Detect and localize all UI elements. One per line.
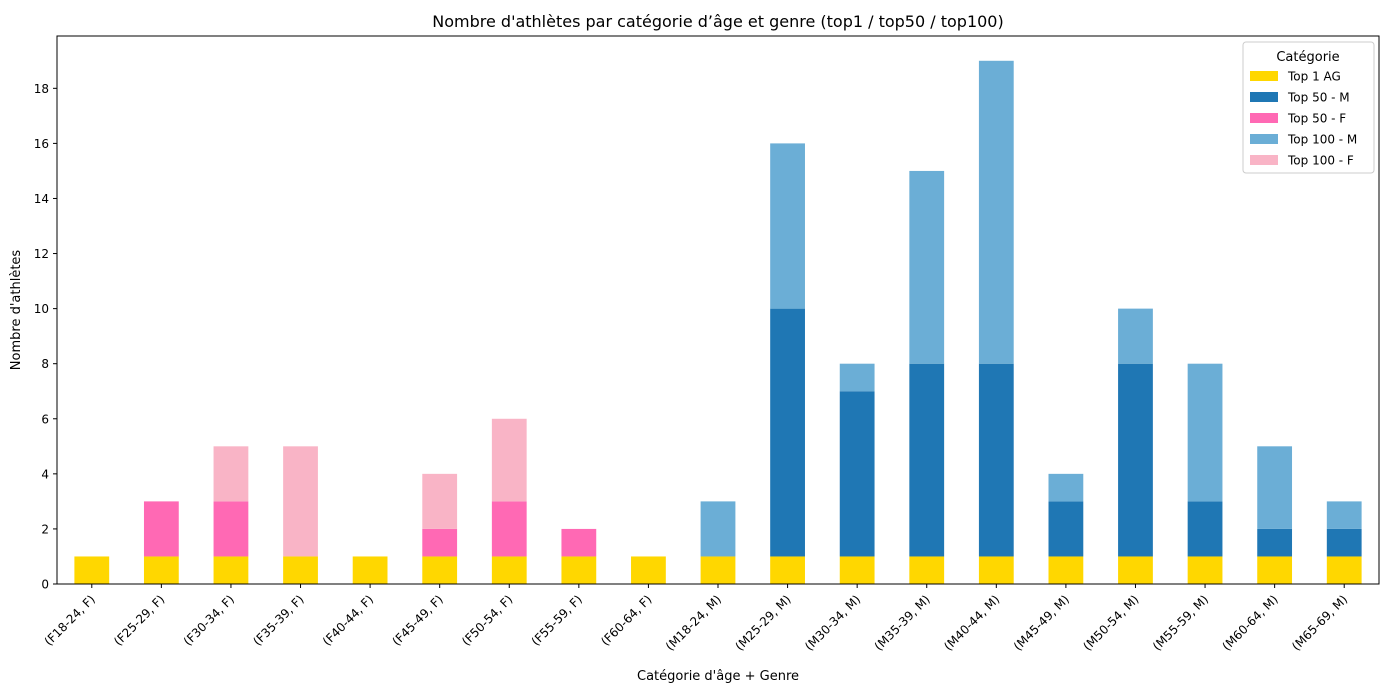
bar-segment xyxy=(213,556,249,584)
bar-segment xyxy=(561,528,597,557)
y-tick-label: 10 xyxy=(34,302,49,316)
bar-segment xyxy=(74,556,110,584)
legend-entry-label: Top 50 - M xyxy=(1287,91,1350,105)
bar-segment xyxy=(770,556,805,584)
x-tick-label: (M30-34, M) xyxy=(802,592,863,653)
x-tick-label: (M60-64, M) xyxy=(1220,592,1281,653)
legend-swatch xyxy=(1250,155,1278,165)
bar-segment xyxy=(978,363,1014,557)
legend-swatch xyxy=(1250,71,1278,81)
x-tick-label: (F35-39, F) xyxy=(250,592,306,648)
x-tick-label: (F55-59, F) xyxy=(529,592,585,648)
bar-segment xyxy=(909,170,945,364)
legend-swatch xyxy=(1250,92,1278,102)
x-tick-label: (F30-34, F) xyxy=(181,592,237,648)
bar-segment xyxy=(1257,446,1293,529)
y-tick-label: 16 xyxy=(34,137,49,151)
bar-segment xyxy=(700,501,736,557)
bar-segment xyxy=(1048,501,1084,557)
legend-entry-label: Top 100 - F xyxy=(1287,154,1354,168)
bar-segment xyxy=(909,556,945,584)
bar-segment xyxy=(1326,556,1362,584)
bar-segment xyxy=(700,556,736,584)
y-tick-label: 6 xyxy=(41,412,49,426)
legend-swatch xyxy=(1250,113,1278,123)
x-tick-label: (M35-39, M) xyxy=(872,592,933,653)
bar-segment xyxy=(978,60,1014,364)
x-tick-label: (F60-64, F) xyxy=(598,592,654,648)
x-tick-label: (F25-29, F) xyxy=(111,592,167,648)
bar-segment xyxy=(839,391,875,557)
legend-entry-label: Top 1 AG xyxy=(1287,70,1341,84)
y-tick-label: 0 xyxy=(41,578,49,592)
bar-segment xyxy=(283,556,318,584)
bar-segment xyxy=(422,473,458,529)
y-tick-label: 18 xyxy=(34,82,49,96)
bar-segment xyxy=(1118,363,1153,557)
bar-segment xyxy=(422,528,458,557)
bar-segment xyxy=(839,363,875,392)
bar-segment xyxy=(1048,473,1084,502)
bar-segment xyxy=(770,308,805,557)
y-tick-label: 14 xyxy=(34,192,49,206)
bar-segment xyxy=(1187,363,1223,502)
x-tick-label: (M55-59, M) xyxy=(1150,592,1211,653)
bar-segment xyxy=(213,501,249,557)
legend-entry-label: Top 50 - F xyxy=(1287,112,1346,126)
legend-swatch xyxy=(1250,134,1278,144)
bar-segment xyxy=(1187,556,1223,584)
bar-segment xyxy=(491,501,527,557)
legend-entry-label: Top 100 - M xyxy=(1287,133,1357,147)
x-tick-label: (F40-44, F) xyxy=(320,592,376,648)
x-tick-label: (M25-29, M) xyxy=(732,592,793,653)
y-axis: 0 2 4 6 8 10 12 14 16 18 xyxy=(34,82,57,592)
x-axis-label: Catégorie d'âge + Genre xyxy=(637,669,799,684)
bar-segment xyxy=(909,363,945,557)
bar-segment xyxy=(491,418,527,502)
bar-segment xyxy=(770,143,805,309)
bar-segment xyxy=(1257,556,1293,584)
chart-title: Nombre d'athlètes par catégorie d’âge et… xyxy=(432,12,1003,31)
bar-segment xyxy=(1118,556,1153,584)
x-tick-label: (F45-49, F) xyxy=(389,592,445,648)
bar-segment xyxy=(1326,501,1362,529)
bar-segment xyxy=(561,556,597,584)
x-tick-label: (F18-24, F) xyxy=(42,592,98,648)
bar-segment xyxy=(1118,308,1153,364)
bar-segment xyxy=(143,501,179,557)
x-tick-label: (F50-54, F) xyxy=(459,592,515,648)
bar-segment xyxy=(283,446,318,557)
x-tick-label: (M45-49, M) xyxy=(1011,592,1072,653)
x-tick-label: (M65-69, M) xyxy=(1289,592,1350,653)
bar-segment xyxy=(631,556,666,584)
x-axis: (F18-24, F) (F25-29, F) (F30-34, F) (F35-39… xyxy=(42,584,1350,653)
y-tick-label: 12 xyxy=(34,247,49,261)
bar-segment xyxy=(352,556,388,584)
bar-segment xyxy=(491,556,527,584)
legend: Catégorie Top 1 AG Top 50 - M Top 50 - F To… xyxy=(1242,41,1375,174)
bar-segment xyxy=(1326,528,1362,557)
x-tick-label: (M18-24, M) xyxy=(663,592,724,653)
bar-segment xyxy=(422,556,458,584)
x-tick-label: (M40-44, M) xyxy=(941,592,1002,653)
bar-segment xyxy=(1257,528,1293,557)
y-tick-label: 2 xyxy=(41,522,49,536)
bar-segment xyxy=(839,556,875,584)
y-axis-label: Nombre d'athlètes xyxy=(9,250,24,371)
bar-segment xyxy=(1048,556,1084,584)
bar-segment xyxy=(978,556,1014,584)
y-tick-label: 8 xyxy=(41,357,49,371)
x-tick-label: (M50-54, M) xyxy=(1080,592,1141,653)
bar-segment xyxy=(213,446,249,502)
bars-group xyxy=(74,60,1362,584)
bar-segment xyxy=(143,556,179,584)
bar-segment xyxy=(1187,501,1223,557)
y-tick-label: 4 xyxy=(41,467,49,481)
legend-title: Catégorie xyxy=(1276,50,1339,65)
